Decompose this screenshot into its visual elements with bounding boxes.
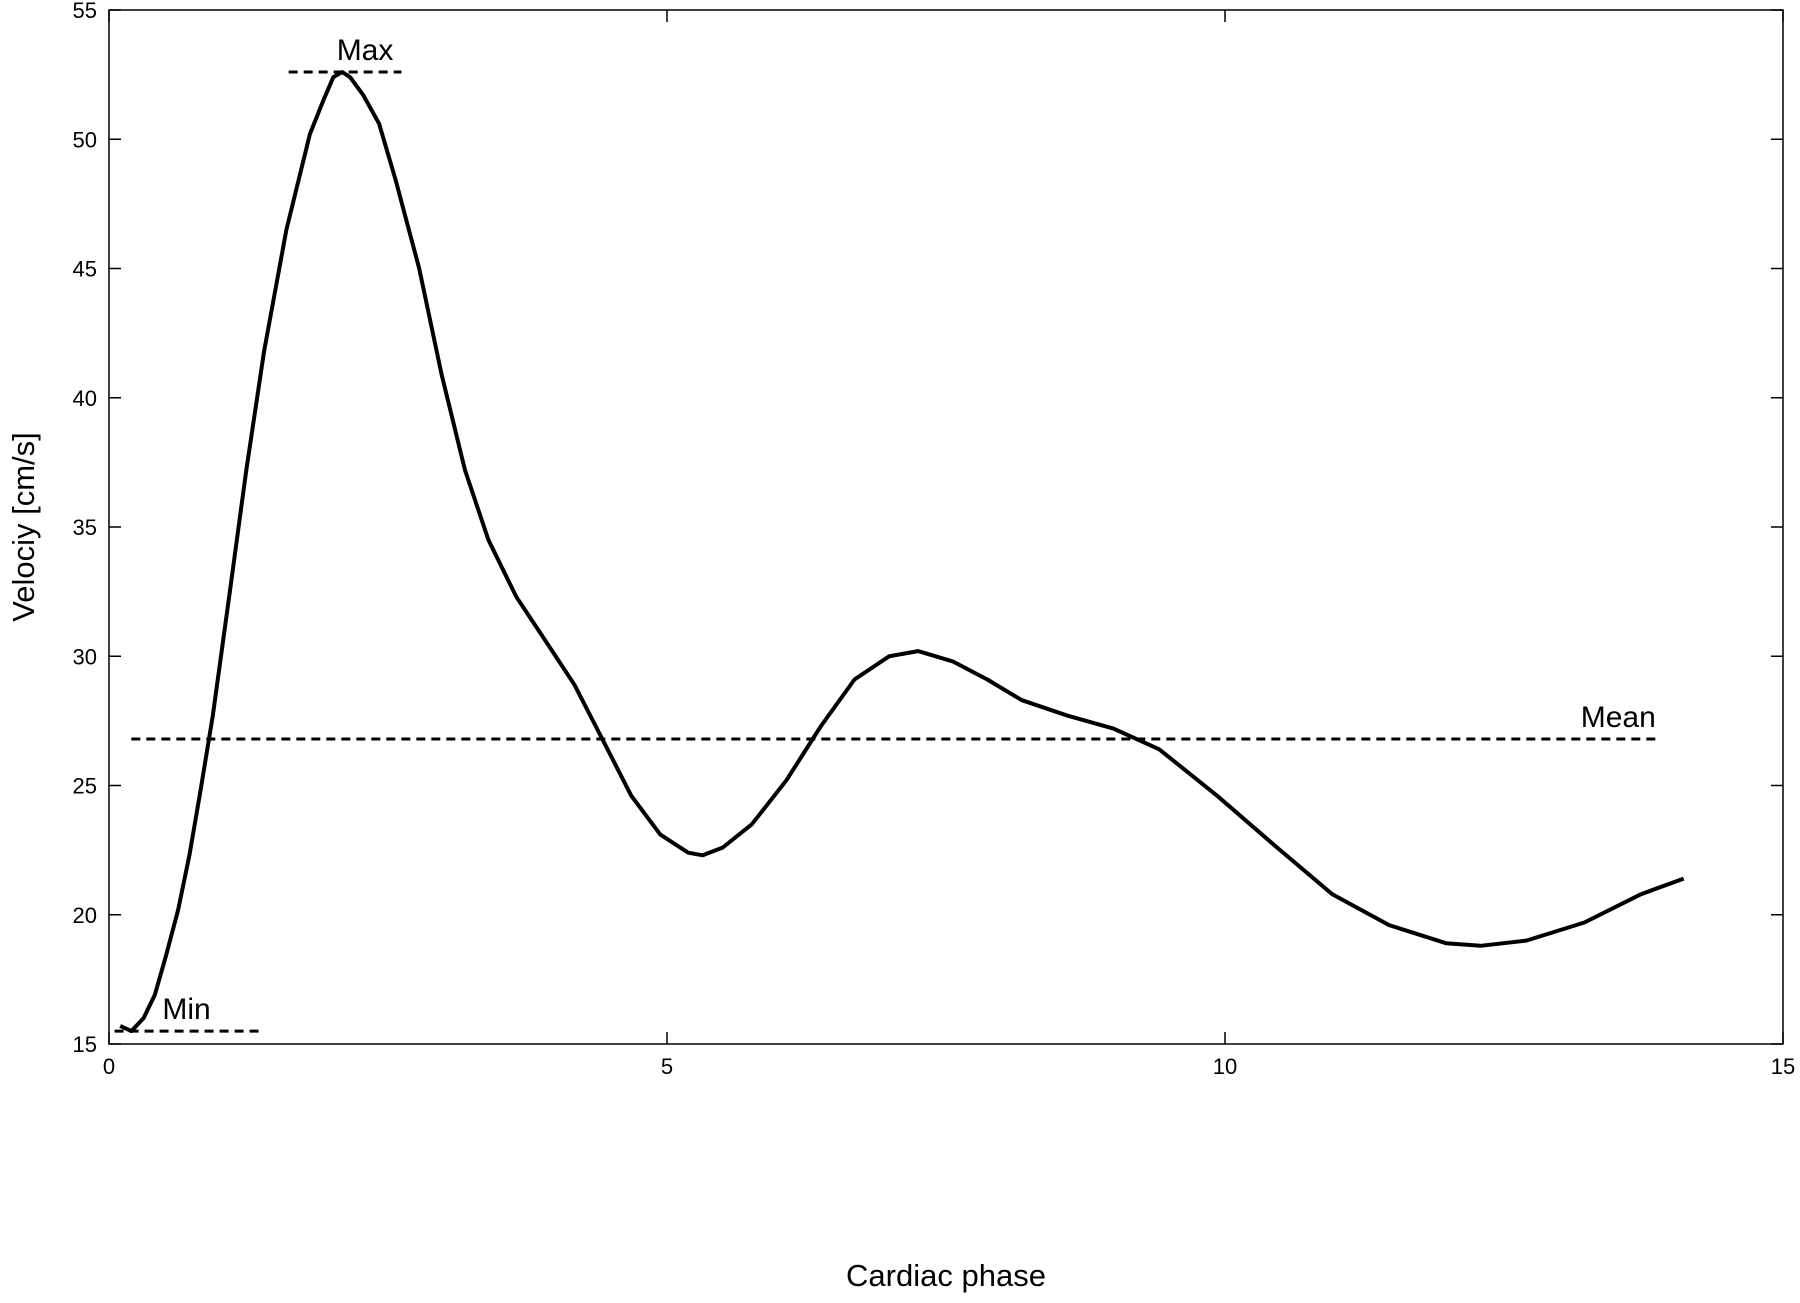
data-line xyxy=(119,70,1685,1034)
x-axis-label: Cardiac phase xyxy=(846,1258,1046,1293)
y-tick-label: 35 xyxy=(73,515,97,540)
plot-frame xyxy=(108,9,1784,1045)
y-tick-label: 55 xyxy=(73,0,97,23)
y-tick-label: 30 xyxy=(73,644,97,669)
y-axis-label: Velociy [cm/s] xyxy=(6,432,41,622)
reference-label: Mean xyxy=(1581,701,1656,734)
reference-label: Min xyxy=(162,993,210,1026)
y-tick-label: 40 xyxy=(73,386,97,411)
x-tick-label: 10 xyxy=(1213,1054,1237,1079)
reference-label: Max xyxy=(337,34,394,67)
y-tick-label: 15 xyxy=(73,1032,97,1057)
x-tick-label: 0 xyxy=(103,1054,115,1079)
x-tick-label: 15 xyxy=(1771,1054,1795,1079)
y-tick-label: 45 xyxy=(73,257,97,282)
y-tick-label: 50 xyxy=(73,127,97,152)
y-tick-label: 20 xyxy=(73,903,97,928)
x-tick-label: 5 xyxy=(661,1054,673,1079)
y-tick-label: 25 xyxy=(73,774,97,799)
